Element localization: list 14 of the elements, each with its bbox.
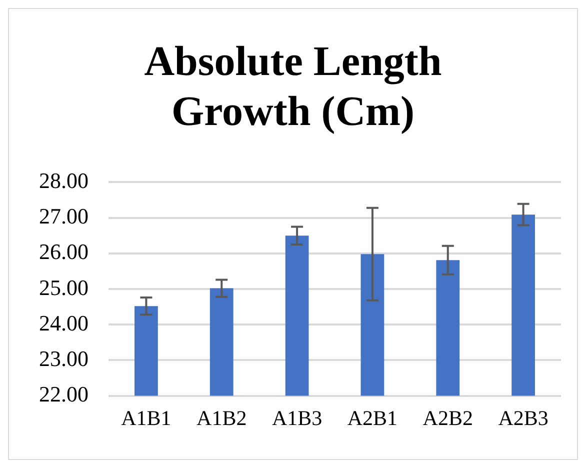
y-tick-label: 26.00 — [39, 239, 88, 264]
y-tick-label: 28.00 — [39, 168, 88, 193]
y-tick-label: 25.00 — [39, 274, 88, 300]
chart-title: Absolute Length Growth (Cm) — [143, 38, 443, 137]
x-tick-label: A1B1 — [121, 406, 172, 430]
x-tick-label: A2B2 — [422, 406, 473, 430]
y-tick-label: 27.00 — [39, 204, 88, 229]
y-tick-label: 22.00 — [39, 382, 88, 407]
x-tick-label: A2B1 — [347, 406, 398, 430]
y-tick-label: 23.00 — [39, 346, 88, 371]
x-tick-label: A1B2 — [196, 406, 247, 430]
y-tick-label: 24.00 — [39, 310, 88, 336]
x-tick-label: A1B3 — [272, 406, 322, 430]
x-tick-label: A2B3 — [498, 406, 548, 430]
